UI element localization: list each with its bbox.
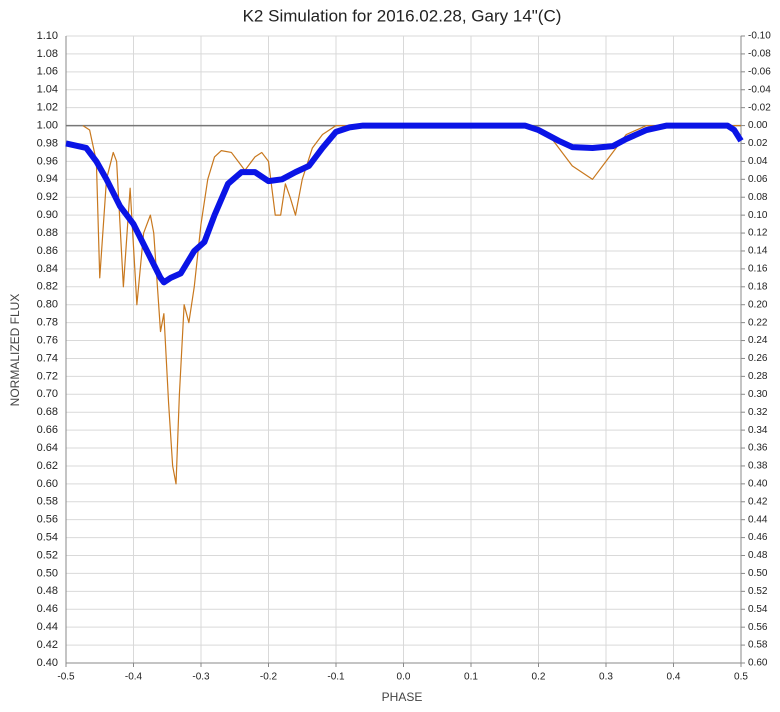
y2-tick-label: 0.60 [748,658,768,669]
x-tick-label: 0.0 [397,672,411,683]
y-tick-label: 0.84 [37,263,58,275]
y2-tick-label: 0.42 [748,496,768,507]
y-tick-label: 0.74 [37,352,58,364]
y-tick-label: 0.98 [37,137,58,149]
y-tick-label: 0.60 [37,478,58,490]
x-tick-label: 0.3 [599,672,613,683]
chart-title: K2 Simulation for 2016.02.28, Gary 14"(C… [243,6,562,25]
y-tick-label: 1.00 [37,119,58,131]
y2-tick-label: 0.16 [748,264,768,275]
y2-tick-label: 0.08 [748,192,768,203]
y-tick-label: 0.56 [37,514,58,526]
y2-tick-label: 0.58 [748,640,768,651]
y2-tick-label: 0.12 [748,228,768,239]
y2-tick-label: 0.06 [748,174,768,185]
y2-tick-label: 0.38 [748,461,768,472]
y-tick-label: 0.52 [37,549,58,561]
y2-tick-label: 0.50 [748,568,768,579]
x-tick-label: 0.1 [464,672,478,683]
x-tick-label: 0.4 [667,672,681,683]
y2-tick-label: 0.56 [748,622,768,633]
y-tick-label: 0.40 [37,657,58,669]
y2-tick-label: 0.30 [748,389,768,400]
y-tick-label: 1.06 [37,66,58,78]
y2-tick-label: -0.02 [748,102,771,113]
y2-tick-label: 0.26 [748,353,768,364]
y-tick-label: 0.96 [37,155,58,167]
y-tick-label: 1.02 [37,102,58,114]
y-tick-label: 0.88 [37,227,58,239]
y-tick-label: 0.54 [37,532,58,544]
y-tick-label: 0.66 [37,424,58,436]
y-tick-label: 0.44 [37,621,58,633]
series-line [65,122,744,286]
y2-tick-label: 0.54 [748,604,768,615]
y-tick-label: 0.80 [37,299,58,311]
y-tick-label: 0.48 [37,585,58,597]
y2-tick-label: 0.40 [748,478,768,489]
y2-tick-label: 0.14 [748,246,768,257]
x-axis-title: PHASE [382,690,423,704]
y-tick-label: 0.42 [37,639,58,651]
y2-tick-label: 0.10 [748,210,768,221]
y2-tick-label: 0.46 [748,532,768,543]
x-tick-label: -0.4 [125,672,143,683]
y2-tick-label: 0.34 [748,425,768,436]
y2-tick-label: 0.28 [748,371,768,382]
y2-tick-label: 0.32 [748,407,768,418]
y-tick-label: 0.68 [37,406,58,418]
y2-tick-label: 0.02 [748,138,768,149]
y2-tick-label: 0.24 [748,335,768,346]
y2-tick-label: 0.20 [748,299,768,310]
y2-tick-label: 0.44 [748,514,768,525]
y-tick-label: 0.94 [37,173,58,185]
y-tick-label: 0.64 [37,442,58,454]
y2-tick-label: 0.18 [748,281,768,292]
y-tick-label: 0.62 [37,460,58,472]
x-tick-label: -0.5 [57,672,75,683]
y-tick-label: 0.46 [37,603,58,615]
y2-tick-label: -0.06 [748,66,771,77]
y2-tick-label: 0.52 [748,586,768,597]
y2-tick-label: 0.48 [748,550,768,561]
y-tick-label: 0.92 [37,191,58,203]
y2-tick-label: -0.08 [748,49,771,60]
y-tick-label: 0.58 [37,496,58,508]
y-tick-label: 1.04 [37,84,58,96]
x-tick-label: -0.3 [192,672,210,683]
y-tick-label: 0.82 [37,281,58,293]
y-tick-label: 0.86 [37,245,58,257]
y2-tick-label: 0.22 [748,317,768,328]
y-tick-label: 0.72 [37,370,58,382]
y-tick-label: 0.70 [37,388,58,400]
y2-tick-label: 0.04 [748,156,768,167]
y2-tick-label: -0.04 [748,84,771,95]
x-tick-label: 0.2 [532,672,546,683]
y-tick-label: 0.50 [37,567,58,579]
y-tick-label: 0.90 [37,209,58,221]
y-tick-label: 0.78 [37,317,58,329]
y-tick-label: 0.76 [37,334,58,346]
x-tick-label: 0.5 [734,672,748,683]
y2-tick-label: 0.00 [748,120,768,131]
y2-tick-label: 0.36 [748,443,768,454]
y2-tick-label: -0.10 [748,31,771,42]
y-axis-title: NORMALIZED FLUX [8,294,22,407]
x-tick-label: -0.1 [327,672,345,683]
y-tick-label: 1.08 [37,48,58,60]
x-tick-label: -0.2 [260,672,278,683]
y-tick-label: 1.10 [37,30,58,42]
